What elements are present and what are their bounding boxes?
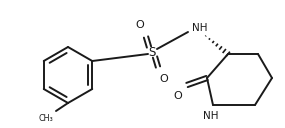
Text: S: S <box>148 45 156 58</box>
Text: NH: NH <box>203 111 219 121</box>
Text: O: O <box>160 74 168 84</box>
Text: O: O <box>173 91 182 101</box>
Text: NH: NH <box>192 23 207 33</box>
Text: CH₃: CH₃ <box>38 114 53 123</box>
Text: O: O <box>136 20 144 30</box>
